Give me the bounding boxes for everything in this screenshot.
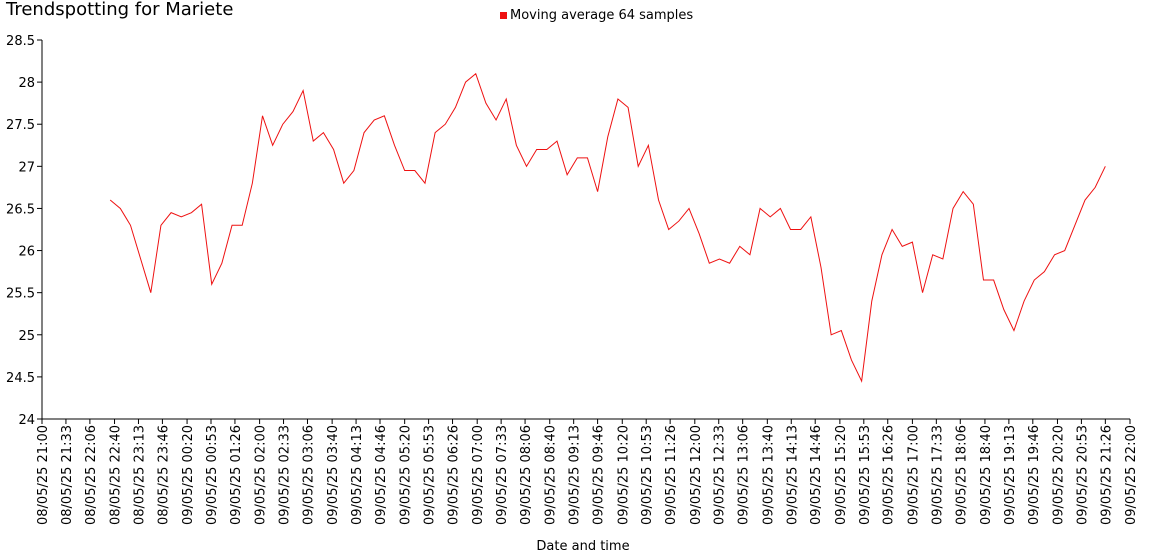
x-tick-label: 09/05/25 18:40 xyxy=(979,425,994,525)
x-tick-label: 09/05/25 02:00 xyxy=(254,425,269,525)
x-tick-label: 09/05/25 15:53 xyxy=(858,425,873,525)
x-tick-label: 09/05/25 02:33 xyxy=(278,425,293,525)
x-tick-label: 08/05/25 22:06 xyxy=(84,425,99,525)
x-tick-label: 08/05/25 23:13 xyxy=(132,425,147,525)
x-tick-label: 09/05/25 22:00 xyxy=(1124,425,1139,525)
x-tick-label: 09/05/25 10:53 xyxy=(640,425,655,525)
x-tick-label: 09/05/25 14:13 xyxy=(785,425,800,525)
x-tick-label: 09/05/25 09:46 xyxy=(592,425,607,525)
x-tick-label: 09/05/25 03:40 xyxy=(326,425,341,525)
x-tick-label: 08/05/25 22:40 xyxy=(109,425,124,525)
x-tick-label: 09/05/25 05:20 xyxy=(399,425,414,525)
x-tick-label: 09/05/25 11:26 xyxy=(664,425,679,525)
x-tick-label: 09/05/25 06:26 xyxy=(447,425,462,525)
x-tick-label: 09/05/25 18:06 xyxy=(954,425,969,525)
x-tick-label: 09/05/25 04:46 xyxy=(374,425,389,525)
data-line xyxy=(109,72,1106,383)
x-tick-label: 09/05/25 04:13 xyxy=(350,425,365,525)
x-tick-label: 09/05/25 08:40 xyxy=(544,425,559,525)
y-tick-label: 25.5 xyxy=(6,287,35,302)
x-tick-label: 09/05/25 09:13 xyxy=(568,425,583,525)
x-tick-label: 09/05/25 20:53 xyxy=(1075,425,1090,525)
y-tick-label: 25 xyxy=(18,329,35,344)
legend-label: Moving average 64 samples xyxy=(510,8,693,23)
x-tick-label: 08/05/25 21:33 xyxy=(60,425,75,525)
y-tick-label: 28 xyxy=(18,76,35,91)
legend-swatch xyxy=(500,12,507,19)
chart-title: Trendspotting for Mariete xyxy=(5,0,233,20)
x-tick-label: 09/05/25 01:26 xyxy=(229,425,244,525)
y-tick-label: 26.5 xyxy=(6,202,35,217)
x-tick-label: 09/05/25 08:06 xyxy=(519,425,534,525)
x-tick-label: 09/05/25 13:06 xyxy=(737,425,752,525)
y-tick-label: 28.5 xyxy=(6,34,35,49)
x-tick-label: 09/05/25 00:20 xyxy=(181,425,196,525)
x-tick-label: 09/05/25 12:33 xyxy=(713,425,728,525)
x-tick-label: 09/05/25 00:53 xyxy=(205,425,220,525)
x-tick-label: 09/05/25 17:33 xyxy=(930,425,945,525)
x-tick-label: 09/05/25 20:20 xyxy=(1051,425,1066,525)
x-tick-label: 09/05/25 05:53 xyxy=(423,425,438,525)
x-tick-label: 09/05/25 21:26 xyxy=(1099,425,1114,525)
x-tick-label: 09/05/25 14:46 xyxy=(809,425,824,525)
y-tick-label: 24.5 xyxy=(6,371,35,386)
x-tick-label: 09/05/25 03:06 xyxy=(301,425,316,525)
y-tick-label: 24 xyxy=(18,413,35,428)
x-tick-label: 09/05/25 19:46 xyxy=(1027,425,1042,525)
x-tick-label: 09/05/25 17:00 xyxy=(906,425,921,525)
x-tick-label: 08/05/25 21:00 xyxy=(36,425,51,525)
x-tick-label: 09/05/25 12:00 xyxy=(689,425,704,525)
x-tick-label: 09/05/25 13:40 xyxy=(761,425,776,525)
x-tick-label: 08/05/25 23:46 xyxy=(156,425,171,525)
x-axis-label: Date and time xyxy=(536,539,629,554)
x-tick-label: 09/05/25 07:00 xyxy=(471,425,486,525)
y-tick-label: 26 xyxy=(18,245,35,260)
x-tick-label: 09/05/25 07:33 xyxy=(495,425,510,525)
y-tick-label: 27 xyxy=(18,160,35,175)
x-tick-label: 09/05/25 16:26 xyxy=(882,425,897,525)
y-tick-label: 27.5 xyxy=(6,118,35,133)
x-tick-label: 09/05/25 19:13 xyxy=(1003,425,1018,525)
x-tick-label: 09/05/25 10:20 xyxy=(616,425,631,525)
x-tick-label: 09/05/25 15:20 xyxy=(834,425,849,525)
